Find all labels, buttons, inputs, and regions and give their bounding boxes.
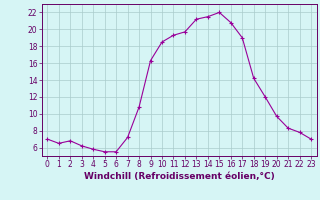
X-axis label: Windchill (Refroidissement éolien,°C): Windchill (Refroidissement éolien,°C) — [84, 172, 275, 181]
